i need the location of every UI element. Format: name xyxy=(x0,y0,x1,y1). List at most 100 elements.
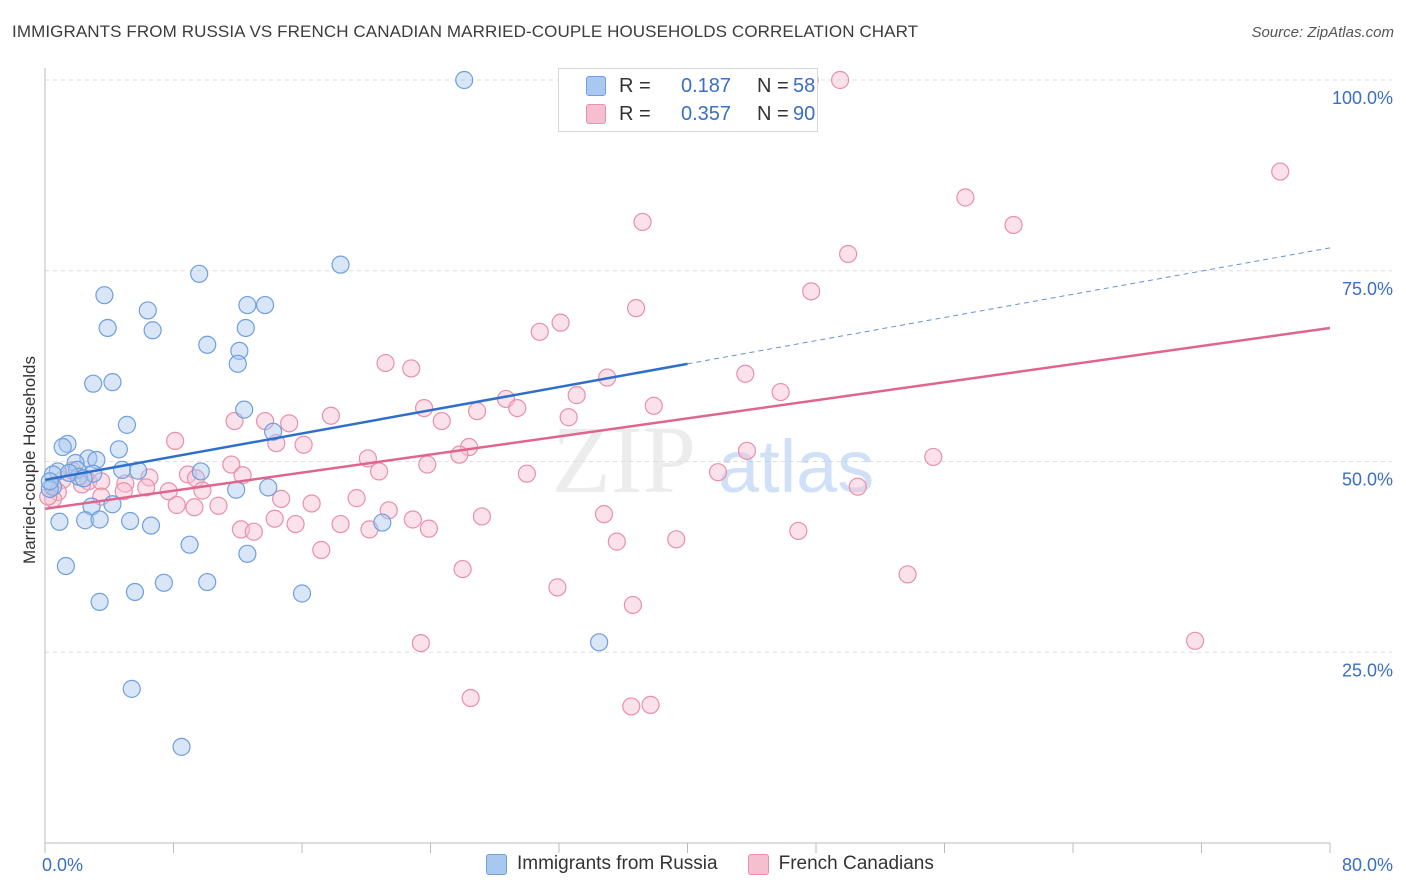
point-immigrants-from-russia xyxy=(50,512,69,531)
point-immigrants-from-russia xyxy=(191,462,210,481)
point-immigrants-from-russia xyxy=(259,478,278,497)
correlation-legend: R = 0.187 N = 58 R = 0.357 N = 90 xyxy=(558,68,818,132)
point-french-canadians xyxy=(244,522,263,541)
legend-swatch-blue xyxy=(486,853,507,875)
point-french-canadians xyxy=(1004,215,1023,235)
point-immigrants-from-russia xyxy=(56,556,75,576)
point-french-canadians xyxy=(551,313,570,332)
point-immigrants-from-russia xyxy=(122,679,141,698)
point-french-canadians xyxy=(185,498,204,517)
point-immigrants-from-russia xyxy=(198,572,217,592)
point-immigrants-from-russia xyxy=(263,422,283,441)
point-french-canadians xyxy=(312,540,331,560)
point-french-canadians xyxy=(286,514,305,534)
point-french-canadians xyxy=(140,468,159,487)
point-immigrants-from-russia xyxy=(98,318,117,338)
point-french-canadians xyxy=(736,364,755,383)
point-immigrants-from-russia xyxy=(40,479,59,499)
legend-r-value: 0.357 xyxy=(681,102,732,125)
point-french-canadians xyxy=(418,455,437,474)
point-french-canadians xyxy=(347,489,366,508)
point-french-canadians xyxy=(559,408,578,427)
point-immigrants-from-russia xyxy=(255,295,275,315)
point-french-canadians xyxy=(114,482,133,501)
point-immigrants-from-russia xyxy=(172,737,191,756)
point-french-canadians xyxy=(956,188,975,207)
point-immigrants-from-russia xyxy=(40,472,59,491)
point-immigrants-from-russia xyxy=(87,450,106,470)
point-immigrants-from-russia xyxy=(230,341,249,360)
legend-swatch-blue xyxy=(586,76,606,96)
point-french-canadians xyxy=(802,282,821,301)
point-french-canadians xyxy=(530,322,549,341)
point-french-canadians xyxy=(924,447,943,467)
legend-label-french-canadians: French Canadians xyxy=(778,853,934,874)
y-axis-label: Married-couple Households xyxy=(20,356,39,564)
point-french-canadians xyxy=(116,474,135,493)
point-immigrants-from-russia xyxy=(590,633,609,652)
point-french-canadians xyxy=(737,441,757,460)
point-immigrants-from-russia xyxy=(58,434,77,454)
point-french-canadians xyxy=(167,495,186,515)
point-immigrants-from-russia xyxy=(331,255,350,274)
point-french-canadians xyxy=(622,697,641,716)
point-french-canadians xyxy=(419,519,438,538)
point-immigrants-from-russia xyxy=(53,437,72,457)
legend-item-russia[interactable]: Immigrants from Russia xyxy=(486,853,718,875)
point-french-canadians xyxy=(137,478,156,497)
point-immigrants-from-russia xyxy=(109,440,128,459)
series-immigrants-from-russia xyxy=(40,70,609,756)
point-french-canadians xyxy=(567,386,586,405)
y-axis-label-wrap: Married-couple Households xyxy=(0,356,39,564)
legend-label-russia: Immigrants from Russia xyxy=(517,853,718,874)
point-french-canadians xyxy=(193,481,212,500)
point-immigrants-from-russia xyxy=(292,584,312,603)
point-french-canadians xyxy=(641,695,660,714)
point-french-canadians xyxy=(370,462,389,481)
point-french-canadians xyxy=(280,414,299,433)
point-immigrants-from-russia xyxy=(180,535,199,554)
point-immigrants-from-russia xyxy=(198,335,217,354)
point-immigrants-from-russia xyxy=(154,573,173,592)
trend-lines xyxy=(44,247,1331,511)
point-french-canadians xyxy=(467,402,487,421)
legend-r-label: R = xyxy=(619,74,651,97)
legend-n-value: 90 xyxy=(793,102,816,125)
point-french-canadians xyxy=(402,359,421,378)
point-french-canadians xyxy=(461,688,480,708)
point-french-canadians xyxy=(633,212,652,232)
source-label: Source: ZipAtlas.com xyxy=(1251,24,1394,41)
point-french-canadians xyxy=(839,244,858,264)
legend-item-french-canadians[interactable]: French Canadians xyxy=(747,853,934,875)
point-french-canadians xyxy=(898,565,917,584)
watermark-atlas: atlas xyxy=(718,425,874,508)
point-french-canadians xyxy=(789,521,808,541)
point-french-canadians xyxy=(272,489,291,508)
point-immigrants-from-russia xyxy=(238,544,257,563)
point-immigrants-from-russia xyxy=(455,70,474,90)
y-tick-label: 50.0% xyxy=(1342,470,1393,490)
point-french-canadians xyxy=(265,509,284,528)
point-french-canadians xyxy=(848,477,867,496)
legend-r-value: 0.187 xyxy=(681,74,732,97)
legend-n-label: N = xyxy=(757,74,789,97)
point-immigrants-from-russia xyxy=(66,453,85,473)
point-french-canadians xyxy=(376,353,395,373)
point-french-canadians xyxy=(626,299,646,318)
point-immigrants-from-russia xyxy=(236,318,255,338)
point-french-canadians xyxy=(209,496,228,515)
legend-n-value: 58 xyxy=(793,74,816,97)
trend-line-french-canadians xyxy=(44,326,1331,511)
point-immigrants-from-russia xyxy=(143,321,162,340)
point-immigrants-from-russia xyxy=(141,516,161,535)
point-french-canadians xyxy=(321,406,341,425)
point-french-canadians xyxy=(403,510,422,529)
point-immigrants-from-russia xyxy=(125,582,145,602)
trend-extension-immigrants-from-russia xyxy=(687,247,1331,365)
point-french-canadians xyxy=(548,578,567,597)
gridlines xyxy=(45,79,1392,653)
x-tick-label: 80.0% xyxy=(1342,855,1393,875)
y-tick-label: 75.0% xyxy=(1342,279,1393,299)
point-french-canadians xyxy=(771,382,790,402)
